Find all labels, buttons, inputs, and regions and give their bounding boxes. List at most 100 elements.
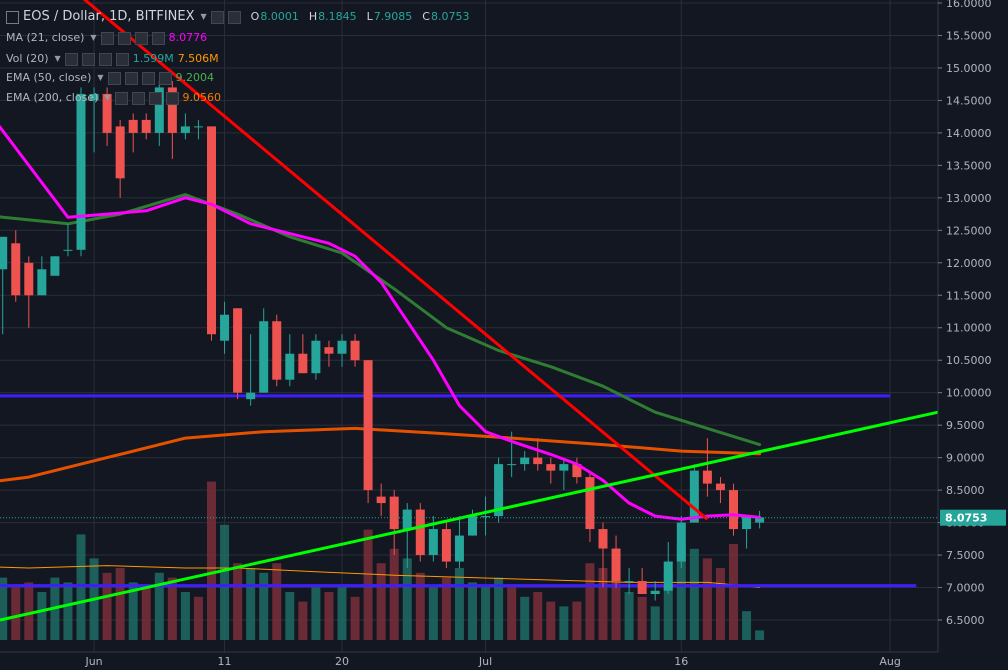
price-tick-label: 7.0000 — [946, 582, 985, 595]
candle — [481, 496, 491, 536]
indicator-ema50-row[interactable]: EMA (50, close) ▼ 9.2004 — [6, 70, 218, 86]
hamburger-menu-icon[interactable] — [6, 10, 19, 24]
time-tick-label: 16 — [674, 655, 688, 668]
settings-icon[interactable] — [81, 52, 95, 66]
candle-body — [729, 490, 738, 530]
close-icon[interactable] — [115, 52, 129, 66]
add-icon[interactable] — [141, 71, 155, 85]
indicator-ema200-label[interactable]: EMA (200, close) — [6, 91, 99, 104]
last-price-tag-background — [940, 509, 1006, 526]
candle — [220, 301, 230, 354]
candle — [246, 334, 256, 406]
candle-body — [63, 249, 73, 251]
volume-bar — [454, 568, 464, 640]
candle-body — [128, 119, 138, 133]
indicator-ma21-row[interactable]: MA (21, close) ▼ 8.0776 — [6, 30, 211, 46]
indicator-ema200-value: 9.0560 — [182, 91, 222, 104]
volume-bar — [585, 563, 595, 640]
last-price-tag: 8.0753 — [940, 509, 1006, 526]
eye-icon[interactable] — [107, 71, 121, 85]
candle — [50, 256, 60, 276]
candle — [715, 477, 725, 504]
volume-bar — [298, 601, 308, 640]
settings-icon[interactable] — [117, 31, 131, 45]
candle-body — [624, 581, 634, 583]
indicator-ema50-label[interactable]: EMA (50, close) — [6, 71, 92, 84]
indicator-vol-ma-value: 7.506M — [177, 52, 219, 65]
symbol-row: EOS / Dollar, 1D, BITFINEX ▼ O 8.0001 H 8.… — [6, 9, 473, 25]
indicator-vol-row[interactable]: Vol (20) ▼ 1.599M 7.506M — [6, 51, 223, 67]
time-tick-label: Aug — [879, 655, 900, 668]
price-tick-label: 11.0000 — [946, 322, 992, 335]
close-icon[interactable] — [151, 31, 165, 45]
price-tick-label: 9.5000 — [946, 419, 985, 432]
eye-icon[interactable] — [64, 52, 78, 66]
volume-bar — [415, 572, 425, 640]
candle — [742, 516, 752, 549]
volume-bar — [689, 548, 699, 640]
candle — [376, 483, 386, 517]
candle-body — [76, 93, 86, 250]
candle-body — [441, 529, 451, 562]
candle-body — [389, 496, 399, 530]
add-icon[interactable] — [148, 91, 162, 105]
close-icon[interactable] — [158, 71, 172, 85]
add-icon[interactable] — [98, 52, 112, 66]
settings-icon[interactable] — [131, 91, 145, 105]
eye-icon[interactable] — [100, 31, 114, 45]
volume-bar — [128, 582, 138, 640]
settings-icon[interactable] — [210, 10, 224, 24]
volume-bar — [285, 592, 295, 640]
settings-icon[interactable] — [124, 71, 138, 85]
candle-body — [115, 126, 125, 179]
candle-body — [311, 340, 321, 374]
volume-bar — [246, 568, 256, 640]
candle-body — [715, 483, 725, 491]
indicator-ema200-row[interactable]: EMA (200, close) ▼ 9.0560 — [6, 90, 225, 106]
candle — [37, 256, 47, 296]
eye-icon[interactable] — [114, 91, 128, 105]
candle-body — [102, 93, 112, 133]
price-tick-label: 9.0000 — [946, 452, 985, 465]
chevron-down-icon[interactable]: ▼ — [200, 12, 207, 21]
add-icon[interactable] — [134, 31, 148, 45]
candle-body — [650, 590, 660, 595]
candle — [585, 470, 595, 543]
candle-body — [233, 308, 243, 393]
volume-bar — [272, 563, 282, 640]
indicator-vol-value: 1.599M — [132, 52, 174, 65]
symbol-title[interactable]: EOS / Dollar, 1D, BITFINEX — [23, 9, 195, 24]
candle-body — [559, 464, 569, 471]
format-icon[interactable] — [227, 10, 241, 24]
indicator-ma21-label[interactable]: MA (21, close) — [6, 31, 85, 44]
price-tick-label: 11.5000 — [946, 289, 992, 302]
candle-body — [611, 548, 621, 582]
candle-body — [454, 535, 464, 562]
volume-bar — [141, 587, 151, 640]
price-tick-label: 10.5000 — [946, 354, 992, 367]
chevron-down-icon[interactable]: ▼ — [97, 73, 104, 82]
indicator-vol-label[interactable]: Vol (20) — [6, 52, 49, 65]
candle — [676, 516, 686, 569]
candle — [755, 510, 765, 529]
volume-bar — [676, 544, 686, 640]
time-axis-background — [0, 652, 1008, 670]
candle — [324, 340, 334, 367]
candle — [689, 464, 699, 523]
chevron-down-icon[interactable]: ▼ — [54, 54, 61, 63]
candle — [193, 119, 203, 140]
trendline-green — [0, 410, 939, 622]
candle-body — [246, 392, 256, 400]
chevron-down-icon[interactable]: ▼ — [104, 93, 111, 102]
volume-bar — [650, 606, 660, 640]
candle — [285, 334, 295, 387]
candle — [663, 542, 673, 595]
price-tick-label: 13.5000 — [946, 159, 992, 172]
candle-body — [154, 87, 164, 133]
chevron-down-icon[interactable]: ▼ — [90, 33, 97, 42]
indicator-ma21-value: 8.0776 — [168, 31, 208, 44]
close-icon[interactable] — [165, 91, 179, 105]
volume-bar — [441, 577, 451, 640]
candle — [598, 522, 608, 588]
